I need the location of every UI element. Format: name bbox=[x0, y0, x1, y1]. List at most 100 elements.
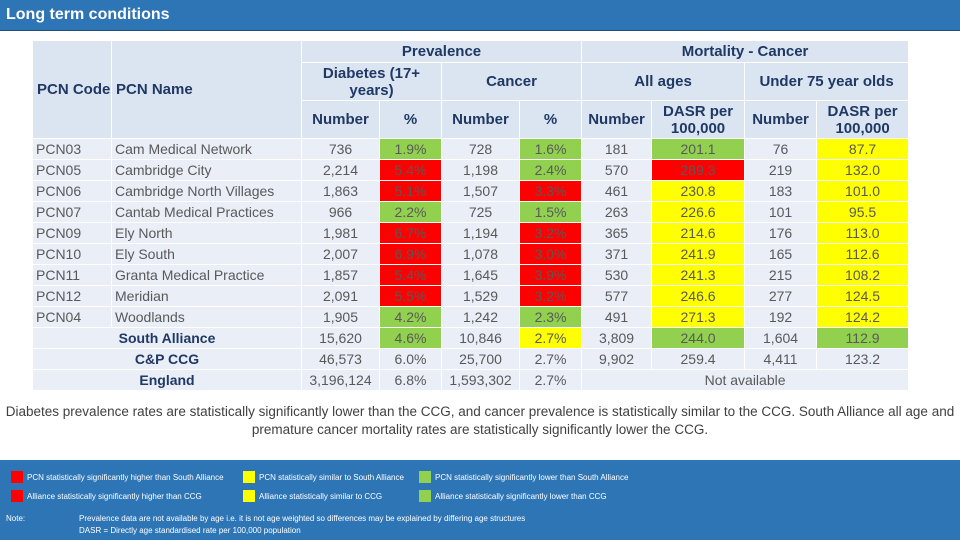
all-ages-dasr-cell: 246.6 bbox=[651, 285, 746, 307]
under-75-number-cell: 219 bbox=[744, 159, 818, 181]
under-75-number-cell: 192 bbox=[744, 306, 818, 328]
pcn-name-cell: Woodlands bbox=[111, 306, 302, 328]
under-75-number-cell: 76 bbox=[744, 138, 818, 160]
under-75-number-cell: 165 bbox=[744, 243, 818, 265]
diabetes-number-cell: 1,981 bbox=[301, 222, 380, 244]
summary-row: South Alliance 15,620 4.6% 10,846 2.7% 3,809 2… bbox=[32, 327, 910, 349]
diabetes-percent-cell: 6.9% bbox=[379, 243, 442, 265]
cancer-percent-cell: 3.2% bbox=[518, 285, 583, 307]
under-75-dasr-cell: 112.9 bbox=[816, 327, 910, 349]
table-row: PCN05 Cambridge City 2,214 5.4% 1,198 2.4% 570… bbox=[32, 159, 910, 181]
under-75-dasr-cell: 87.7 bbox=[816, 138, 910, 160]
diabetes-number-cell: 736 bbox=[301, 138, 380, 160]
all-ages-number-cell: 577 bbox=[581, 285, 653, 307]
data-table: PCN Code PCN Name Prevalence Mortality -… bbox=[32, 40, 910, 391]
all-ages-dasr-cell: 226.6 bbox=[651, 201, 746, 223]
header-percent: % bbox=[379, 100, 442, 139]
legend-sa-similar: Alliance statistically similar to CCG bbox=[259, 492, 383, 501]
cancer-number-cell: 1,529 bbox=[441, 285, 520, 307]
conditions-table: PCN Code PCN Name Prevalence Mortality -… bbox=[32, 40, 910, 394]
pcn-code-cell: PCN11 bbox=[32, 264, 112, 286]
diabetes-percent-cell: 4.2% bbox=[379, 306, 442, 328]
table-row: PCN10 Ely South 2,007 6.9% 1,078 3.0% 371 241.9… bbox=[32, 243, 910, 265]
header-number: Number bbox=[581, 100, 653, 139]
under-75-number-cell: 1,604 bbox=[744, 327, 818, 349]
all-ages-dasr-cell: 214.6 bbox=[651, 222, 746, 244]
under-75-number-cell: 215 bbox=[744, 264, 818, 286]
cancer-percent-cell: 3.2% bbox=[518, 222, 583, 244]
green-key-swatch bbox=[419, 471, 431, 483]
cancer-percent-cell: 2.7% bbox=[518, 327, 583, 349]
header-mortality: Mortality - Cancer bbox=[581, 40, 910, 63]
header-under-75: Under 75 year olds bbox=[744, 62, 910, 101]
pcn-name-cell: Meridian bbox=[111, 285, 302, 307]
diabetes-percent-cell: 5.4% bbox=[379, 264, 442, 286]
header-cancer: Cancer bbox=[440, 62, 583, 101]
table-row: PCN12 Meridian 2,091 5.5% 1,529 3.2% 577 246.6 2… bbox=[32, 285, 910, 307]
cancer-number-cell: 1,198 bbox=[441, 159, 520, 181]
all-ages-number-cell: 461 bbox=[581, 180, 653, 202]
page-title: Long term conditions bbox=[6, 6, 170, 23]
diabetes-number-cell: 1,863 bbox=[301, 180, 380, 202]
pcn-code-cell: PCN03 bbox=[32, 138, 112, 160]
cancer-number-cell: 1,507 bbox=[441, 180, 520, 202]
diabetes-percent-cell: 6.8% bbox=[379, 369, 442, 391]
mortality-not-available-cell: Not available bbox=[581, 369, 910, 391]
pcn-name-cell: Cam Medical Network bbox=[111, 138, 302, 160]
diabetes-number-cell: 3,196,124 bbox=[301, 369, 380, 391]
pcn-code-cell: PCN10 bbox=[32, 243, 112, 265]
diabetes-number-cell: 46,573 bbox=[301, 348, 380, 370]
cancer-percent-cell: 1.6% bbox=[518, 138, 583, 160]
under-75-number-cell: 176 bbox=[744, 222, 818, 244]
under-75-number-cell: 183 bbox=[744, 180, 818, 202]
pcn-name-cell: Cantab Medical Practices bbox=[111, 201, 302, 223]
cancer-number-cell: 728 bbox=[441, 138, 520, 160]
diabetes-percent-cell: 2.2% bbox=[379, 201, 442, 223]
pcn-name-cell: Cambridge North Villages bbox=[111, 180, 302, 202]
under-75-number-cell: 4,411 bbox=[744, 348, 818, 370]
cancer-number-cell: 1,593,302 bbox=[441, 369, 520, 391]
diabetes-number-cell: 1,905 bbox=[301, 306, 380, 328]
all-ages-number-cell: 530 bbox=[581, 264, 653, 286]
table-row: PCN06 Cambridge North Villages 1,863 5.1% 1,… bbox=[32, 180, 910, 202]
diabetes-number-cell: 15,620 bbox=[301, 327, 380, 349]
all-ages-number-cell: 365 bbox=[581, 222, 653, 244]
summary-name-cell: South Alliance bbox=[32, 327, 302, 349]
under-75-dasr-cell: 124.5 bbox=[816, 285, 910, 307]
under-75-dasr-cell: 123.2 bbox=[816, 348, 910, 370]
all-ages-number-cell: 3,809 bbox=[581, 327, 653, 349]
pcn-name-cell: Ely South bbox=[111, 243, 302, 265]
pcn-code-cell: PCN04 bbox=[32, 306, 112, 328]
diabetes-number-cell: 1,857 bbox=[301, 264, 380, 286]
england-name-cell: England bbox=[32, 369, 302, 391]
diabetes-number-cell: 966 bbox=[301, 201, 380, 223]
pcn-code-cell: PCN12 bbox=[32, 285, 112, 307]
all-ages-dasr-cell: 241.3 bbox=[651, 264, 746, 286]
all-ages-dasr-cell: 244.0 bbox=[651, 327, 746, 349]
england-row: England 3,196,124 6.8% 1,593,302 2.7% Not ava… bbox=[32, 369, 910, 391]
note-line-2: DASR = Directly age standardised rate pe… bbox=[79, 526, 301, 535]
yellow-key-swatch bbox=[243, 490, 255, 502]
diabetes-number-cell: 2,091 bbox=[301, 285, 380, 307]
all-ages-number-cell: 181 bbox=[581, 138, 653, 160]
pcn-name-cell: Cambridge City bbox=[111, 159, 302, 181]
summary-text: Diabetes prevalence rates are statistica… bbox=[5, 404, 955, 437]
header-dasr: DASR per 100,000 bbox=[651, 100, 746, 139]
pcn-name-cell: Ely North bbox=[111, 222, 302, 244]
cancer-percent-cell: 3.9% bbox=[518, 264, 583, 286]
cancer-percent-cell: 2.7% bbox=[518, 348, 583, 370]
legend-pcn-similar: PCN statistically similar to South Allia… bbox=[259, 473, 404, 482]
yellow-key-swatch bbox=[243, 471, 255, 483]
diabetes-percent-cell: 1.9% bbox=[379, 138, 442, 160]
cancer-percent-cell: 3.3% bbox=[518, 180, 583, 202]
header-pcn-code: PCN Code bbox=[32, 40, 112, 139]
under-75-dasr-cell: 124.2 bbox=[816, 306, 910, 328]
cancer-percent-cell: 2.3% bbox=[518, 306, 583, 328]
pcn-name-cell: Granta Medical Practice bbox=[111, 264, 302, 286]
summary-name-cell: C&P CCG bbox=[32, 348, 302, 370]
header-all-ages: All ages bbox=[581, 62, 746, 101]
under-75-number-cell: 101 bbox=[744, 201, 818, 223]
header-prevalence: Prevalence bbox=[300, 40, 583, 63]
diabetes-number-cell: 2,214 bbox=[301, 159, 380, 181]
all-ages-dasr-cell: 201.1 bbox=[651, 138, 746, 160]
